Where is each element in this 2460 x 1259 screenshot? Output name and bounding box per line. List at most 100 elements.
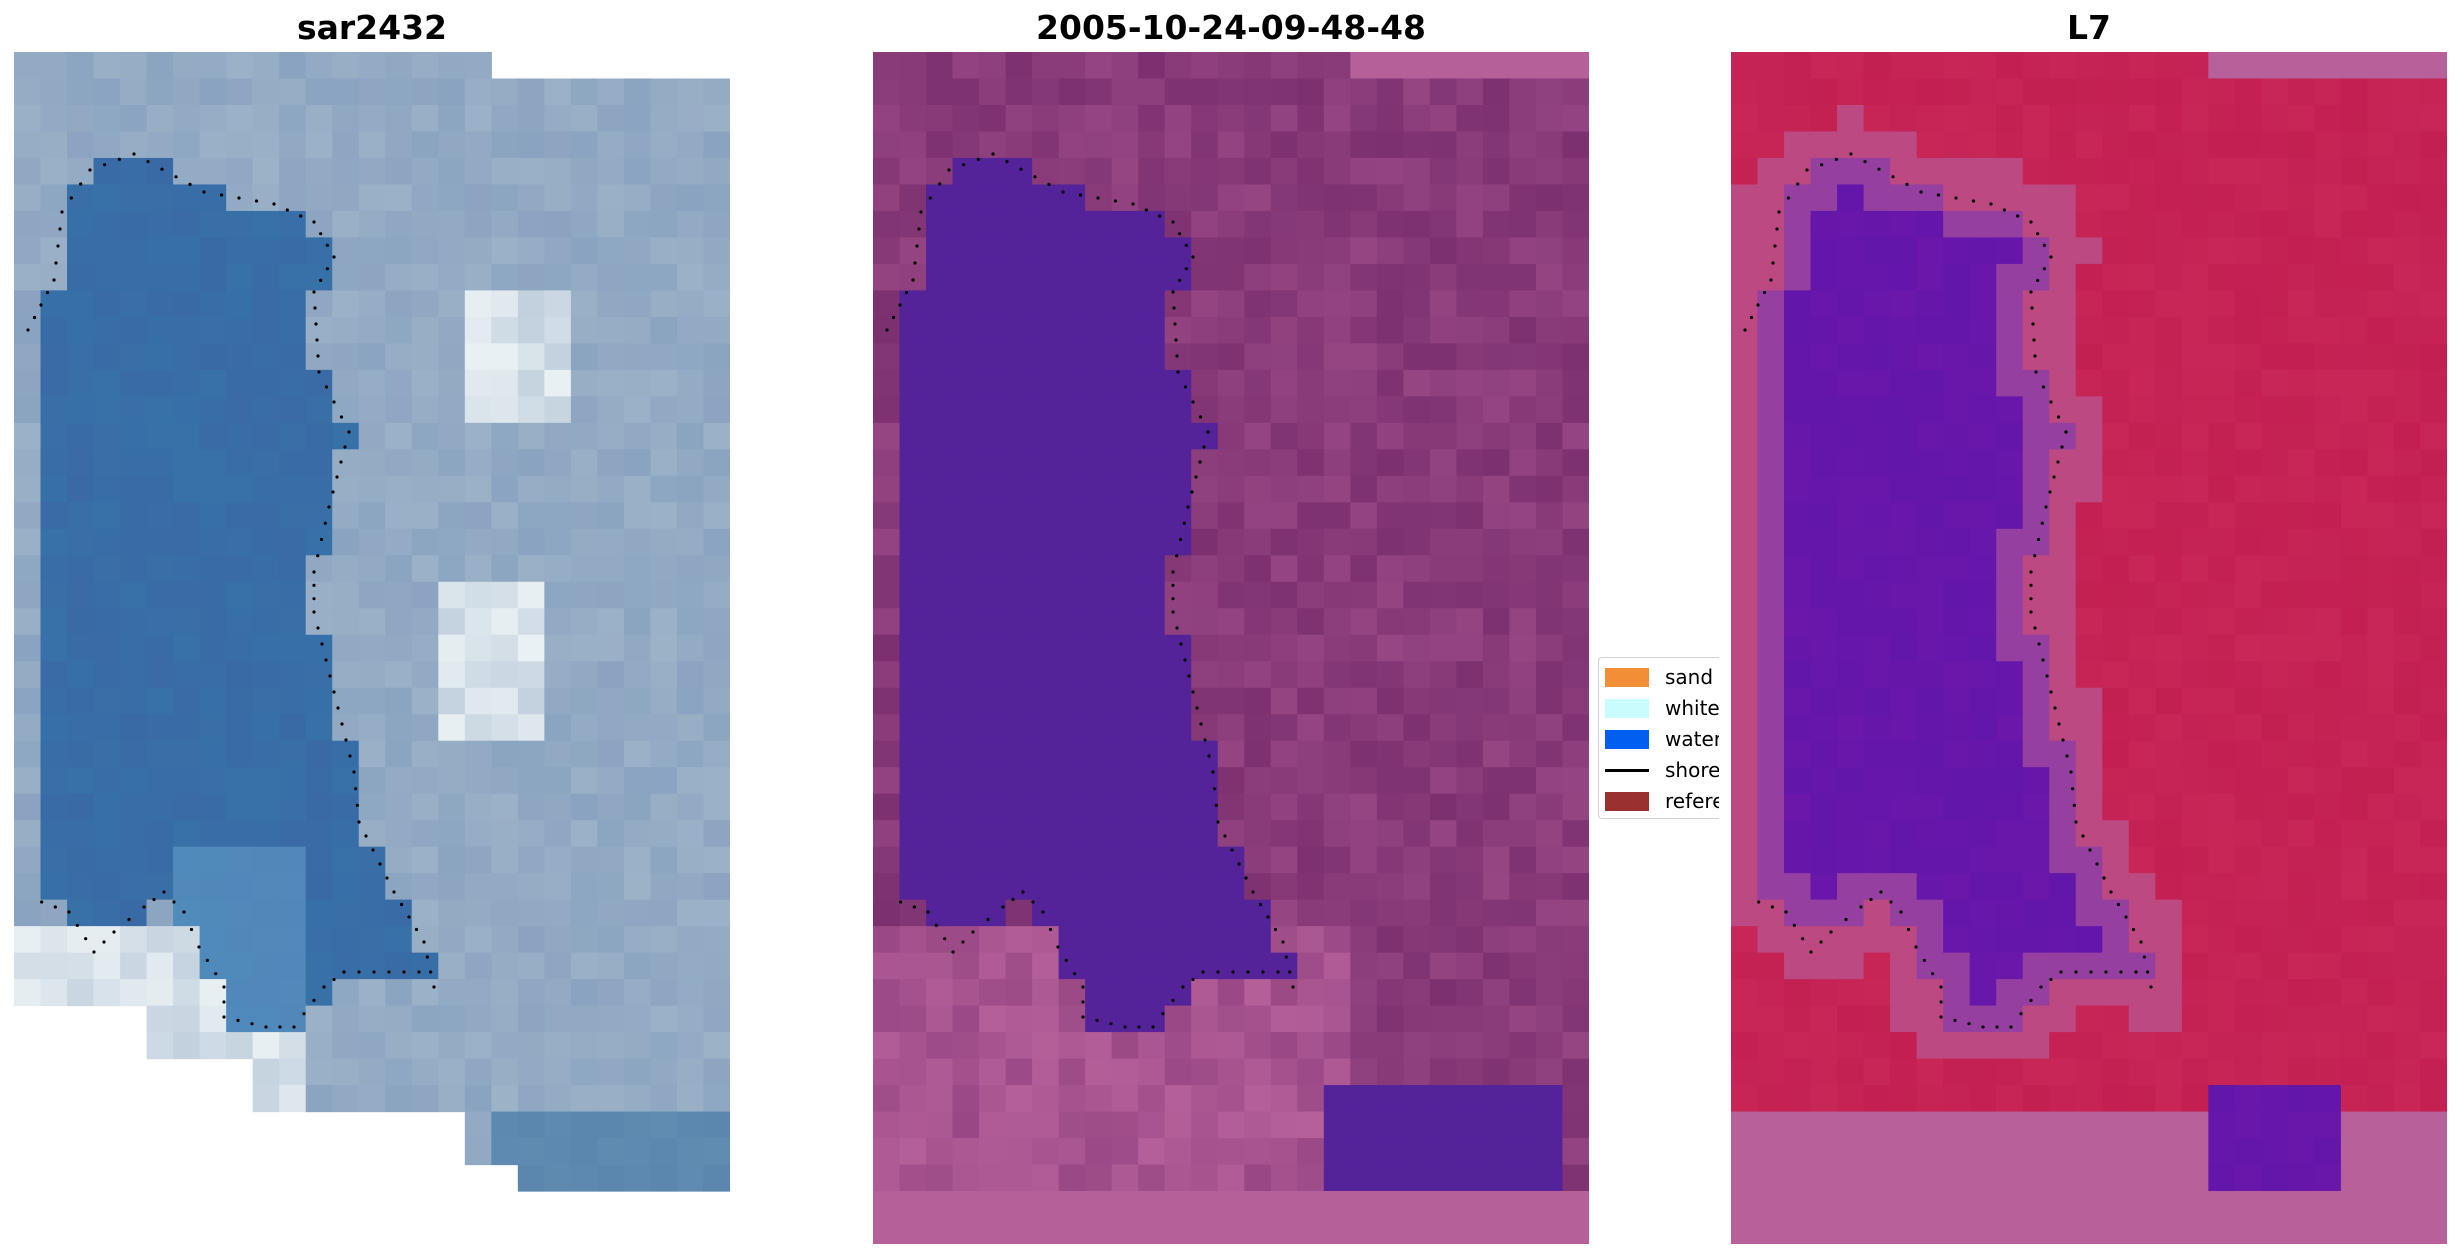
shoreline-point: [429, 970, 433, 974]
shoreline-point: [1757, 900, 1761, 904]
classified-pixel: [952, 1164, 980, 1192]
classified-pixel: [1032, 263, 1060, 291]
index-pixel: [2234, 1085, 2262, 1113]
classified-pixel: [899, 820, 927, 848]
image-pixel: [570, 873, 599, 901]
classified-pixel: [1297, 78, 1325, 106]
shoreline-point: [1171, 220, 1175, 224]
index-pixel: [1916, 740, 1944, 768]
classified-pixel: [1058, 740, 1086, 768]
classified-pixel: [1376, 184, 1404, 212]
index-pixel: [2420, 184, 2447, 212]
image-pixel: [650, 502, 678, 530]
index-pixel: [2261, 873, 2289, 901]
classified-pixel: [873, 555, 901, 583]
image-pixel: [464, 793, 492, 821]
classified-pixel: [1350, 714, 1378, 742]
classified-pixel: [1270, 1111, 1298, 1139]
index-pixel: [1863, 952, 1891, 980]
shoreline-point: [79, 182, 83, 186]
classified-pixel: [1138, 714, 1166, 742]
image-pixel: [40, 52, 68, 80]
classified-pixel: [1270, 714, 1298, 742]
image-pixel: [411, 184, 439, 212]
image-pixel: [464, 581, 492, 609]
classified-pixel: [1509, 502, 1537, 530]
image-pixel: [491, 263, 519, 291]
image-pixel: [544, 131, 572, 159]
image-pixel: [40, 926, 68, 954]
image-pixel: [199, 634, 227, 662]
classified-pixel: [952, 131, 980, 159]
image-pixel: [332, 210, 360, 239]
index-pixel: [1731, 502, 1759, 530]
image-pixel: [173, 740, 201, 768]
image-pixel: [146, 581, 174, 609]
image-pixel: [570, 1032, 599, 1060]
image-pixel: [464, 714, 492, 742]
index-pixel: [1863, 740, 1891, 768]
index-pixel: [2075, 1085, 2103, 1113]
image-pixel: [597, 926, 625, 954]
image-pixel: [146, 740, 174, 768]
index-pixel: [1943, 316, 1971, 344]
classified-pixel: [1350, 237, 1378, 265]
classified-pixel: [899, 528, 927, 556]
classified-pixel: [1138, 1111, 1166, 1139]
index-pixel: [1943, 131, 1971, 159]
classified-pixel: [1323, 634, 1351, 662]
index-pixel: [2155, 1085, 2183, 1113]
index-pixel: [1890, 608, 1918, 636]
classified-pixel: [1376, 263, 1404, 291]
index-pixel: [2234, 687, 2262, 715]
image-pixel: [597, 608, 625, 636]
image-pixel: [676, 661, 705, 689]
image-pixel: [120, 873, 148, 901]
index-pixel: [2420, 52, 2447, 80]
index-pixel: [1890, 952, 1918, 980]
classified-pixel: [979, 1058, 1007, 1086]
classified-pixel: [1244, 369, 1272, 397]
index-pixel: [1731, 52, 1759, 80]
shoreline-point: [943, 937, 947, 941]
image-pixel: [385, 767, 413, 795]
image-pixel: [252, 475, 280, 503]
shoreline-point: [1175, 626, 1179, 630]
image-pixel: [120, 740, 148, 768]
classified-pixel: [873, 131, 901, 159]
index-pixel: [1863, 846, 1891, 874]
index-pixel: [1969, 634, 1997, 662]
image-pixel: [14, 475, 42, 503]
classified-pixel: [1032, 104, 1060, 133]
shoreline-point: [1891, 175, 1895, 179]
classified-pixel: [899, 104, 927, 133]
classified-pixel: [1403, 237, 1431, 265]
image-pixel: [676, 104, 705, 133]
image-pixel: [173, 263, 201, 291]
shoreline-point: [1198, 460, 1202, 464]
image-pixel: [650, 634, 678, 662]
image-pixel: [464, 899, 492, 927]
classified-pixel: [1111, 131, 1139, 159]
image-pixel: [332, 687, 360, 715]
image-pixel: [93, 793, 121, 821]
image-pixel: [650, 449, 678, 477]
image-pixel: [676, 1058, 705, 1086]
index-pixel: [1996, 502, 2024, 530]
index-pixel: [2128, 369, 2156, 397]
image-pixel: [464, 422, 492, 450]
index-pixel: [2340, 687, 2369, 715]
index-pixel: [2393, 1217, 2422, 1244]
image-pixel: [279, 131, 307, 159]
image-pixel: [120, 449, 148, 477]
image-pixel: [252, 1058, 280, 1086]
classified-pixel: [873, 1111, 901, 1139]
shoreline-point: [1905, 182, 1909, 186]
classified-pixel: [1244, 237, 1272, 265]
classified-pixel: [873, 475, 901, 503]
image-pixel: [358, 343, 386, 371]
shoreline-point: [336, 706, 340, 710]
image-pixel: [623, 528, 652, 556]
classified-pixel: [1323, 873, 1351, 901]
classified-pixel: [1562, 846, 1589, 874]
